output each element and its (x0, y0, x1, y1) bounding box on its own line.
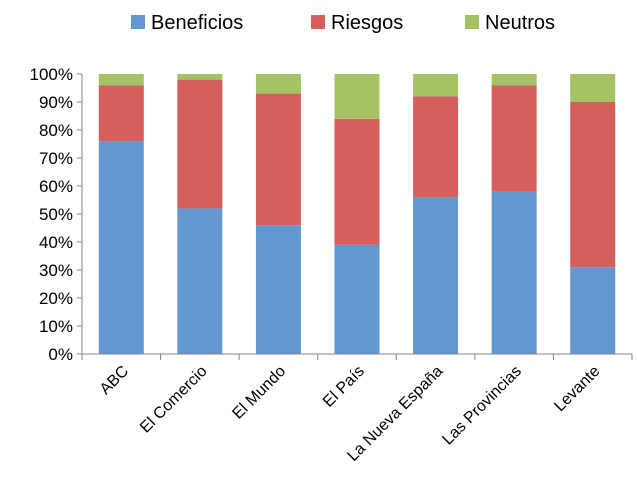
bar-neutros-2 (177, 74, 223, 80)
y-tick-label: 40% (39, 233, 73, 252)
bar-beneficios-6 (491, 191, 537, 354)
legend-swatch-1 (131, 15, 145, 29)
legend: Beneficios Riesgos Neutros (131, 12, 555, 34)
bar-neutros-7 (570, 74, 616, 102)
bars (98, 74, 616, 354)
bar-beneficios-3 (255, 225, 301, 354)
y-tick-label: 90% (39, 93, 73, 112)
bar-neutros-1 (98, 74, 144, 86)
y-tick-label: 100% (30, 65, 73, 84)
legend-swatch-2 (311, 15, 325, 29)
x-category-label: Las Provincias (439, 363, 525, 449)
bar-riesgos-5 (413, 96, 459, 198)
y-tick-label: 30% (39, 261, 73, 280)
bar-riesgos-3 (255, 93, 301, 226)
y-tick-label: 80% (39, 121, 73, 140)
bar-riesgos-6 (491, 85, 537, 192)
legend-label-2: Riesgos (331, 12, 403, 34)
x-category-label: El Comercio (137, 363, 211, 437)
bar-riesgos-1 (98, 85, 144, 142)
x-category-label: El País (320, 363, 368, 411)
bar-neutros-3 (255, 74, 301, 94)
x-category-label: El Mundo (229, 363, 289, 423)
x-category-label: ABC (97, 363, 132, 398)
y-tick-label: 60% (39, 177, 73, 196)
legend-label-3: Neutros (485, 12, 555, 34)
bar-beneficios-2 (177, 208, 223, 354)
legend-swatch-3 (465, 15, 479, 29)
y-tick-label: 50% (39, 205, 73, 224)
bar-neutros-5 (413, 74, 459, 97)
bar-riesgos-7 (570, 102, 616, 268)
y-tick-label: 20% (39, 289, 73, 308)
bar-beneficios-4 (334, 244, 380, 354)
y-tick-label: 10% (39, 317, 73, 336)
bar-neutros-6 (491, 74, 537, 86)
y-tick-label: 0% (48, 345, 73, 364)
bar-beneficios-5 (413, 197, 459, 354)
x-category-label: Levante (551, 363, 603, 415)
bar-neutros-4 (334, 74, 380, 119)
y-axis: 0% 10% 20% 30% 40% 50% 60% 70% 80% 90% 100% (30, 65, 83, 364)
bar-beneficios-7 (570, 267, 616, 354)
bar-riesgos-4 (334, 118, 380, 245)
y-tick-label: 70% (39, 149, 73, 168)
legend-label-1: Beneficios (151, 12, 243, 34)
bar-beneficios-1 (98, 141, 144, 354)
bar-riesgos-2 (177, 79, 223, 209)
